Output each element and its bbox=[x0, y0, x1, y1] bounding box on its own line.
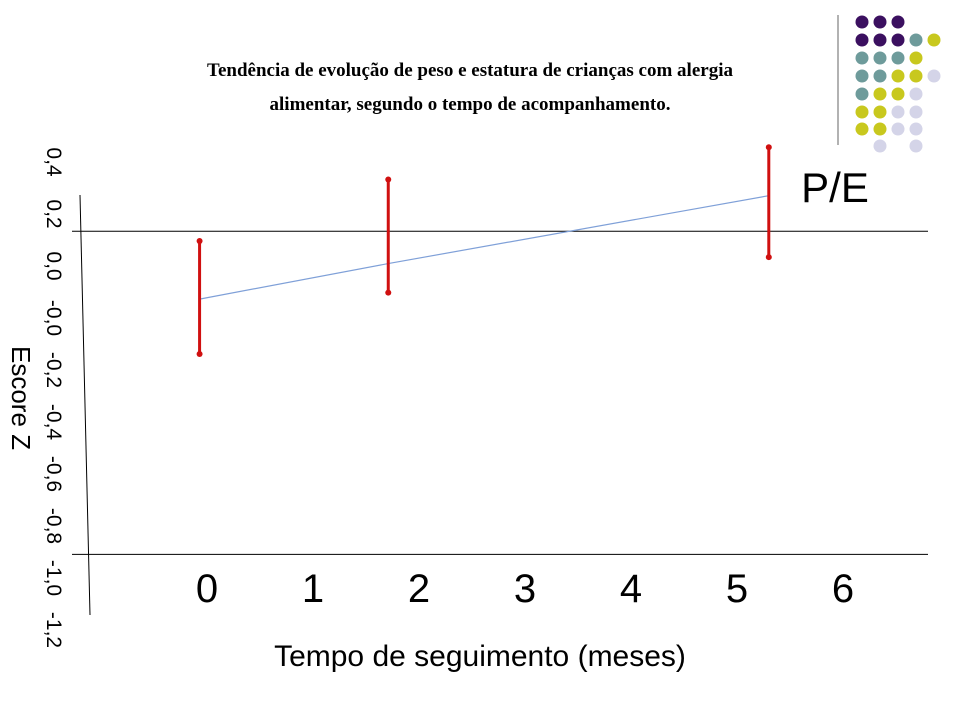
decor-dot bbox=[927, 33, 941, 47]
decor-dot bbox=[891, 33, 905, 47]
decor-dot bbox=[909, 122, 923, 136]
error-cap bbox=[765, 144, 772, 151]
decor-dot bbox=[891, 122, 905, 136]
decor-dot bbox=[873, 69, 887, 83]
x-tick-label: 3 bbox=[514, 567, 536, 611]
error-cap bbox=[765, 254, 772, 261]
x-tick-label: 1 bbox=[302, 567, 324, 611]
decor-dot bbox=[891, 69, 905, 83]
decor-dot bbox=[855, 51, 869, 65]
error-cap bbox=[385, 176, 392, 183]
x-tick-label: 6 bbox=[832, 567, 854, 611]
decor-dot bbox=[855, 87, 869, 101]
chart-title: alimentar, segundo o tempo de acompanham… bbox=[270, 94, 671, 115]
decor-dot bbox=[891, 15, 905, 29]
y-axis-label: Escore Z bbox=[6, 346, 36, 450]
decor-dot bbox=[855, 15, 869, 29]
y-tick-label: -1,0 bbox=[42, 560, 65, 596]
y-axis bbox=[79, 194, 91, 616]
annotation: P/E bbox=[801, 164, 869, 211]
x-tick-label: 0 bbox=[196, 567, 218, 611]
y-tick-label: 0,4 bbox=[42, 147, 65, 177]
decor-dot bbox=[873, 33, 887, 47]
decor-dot bbox=[909, 51, 923, 65]
y-tick-label: 0,0 bbox=[42, 251, 65, 280]
decor-dot bbox=[855, 122, 869, 136]
chart-title: Tendência de evolução de peso e estatura… bbox=[207, 60, 733, 81]
decor-dot bbox=[891, 51, 905, 65]
decor-dot bbox=[855, 33, 869, 47]
error-cap bbox=[385, 289, 392, 296]
y-tick-label: -1,2 bbox=[42, 612, 65, 648]
y-tick-label: -0,0 bbox=[42, 300, 65, 336]
decoration bbox=[837, 15, 941, 153]
decor-dot bbox=[909, 105, 923, 119]
decor-dot bbox=[873, 139, 887, 153]
decor-dot bbox=[855, 105, 869, 119]
x-tick-label: 4 bbox=[620, 567, 642, 611]
x-tick-label: 2 bbox=[408, 567, 430, 611]
decor-dot bbox=[909, 33, 923, 47]
decor-dot bbox=[873, 15, 887, 29]
y-tick-label: -0,4 bbox=[42, 404, 65, 441]
decor-dot bbox=[909, 69, 923, 83]
y-tick-label: 0,2 bbox=[42, 199, 65, 228]
error-cap bbox=[196, 351, 203, 358]
decor-dot bbox=[891, 105, 905, 119]
error-cap bbox=[196, 237, 203, 244]
trend-line bbox=[199, 195, 769, 300]
y-tick-label: -0,6 bbox=[42, 456, 65, 492]
decor-dot bbox=[873, 105, 887, 119]
decor-dot bbox=[909, 139, 923, 153]
decor-dot bbox=[873, 87, 887, 101]
decor-dot bbox=[891, 87, 905, 101]
y-tick-label: -0,8 bbox=[42, 508, 65, 544]
decor-dot bbox=[873, 51, 887, 65]
decor-dot bbox=[855, 69, 869, 83]
x-tick-label: 5 bbox=[726, 567, 748, 611]
y-tick-label: -0,2 bbox=[42, 352, 65, 388]
decor-dot bbox=[927, 69, 941, 83]
decor-dot bbox=[909, 87, 923, 101]
x-axis-label: Tempo de seguimento (meses) bbox=[274, 640, 686, 673]
decor-dot bbox=[873, 122, 887, 136]
